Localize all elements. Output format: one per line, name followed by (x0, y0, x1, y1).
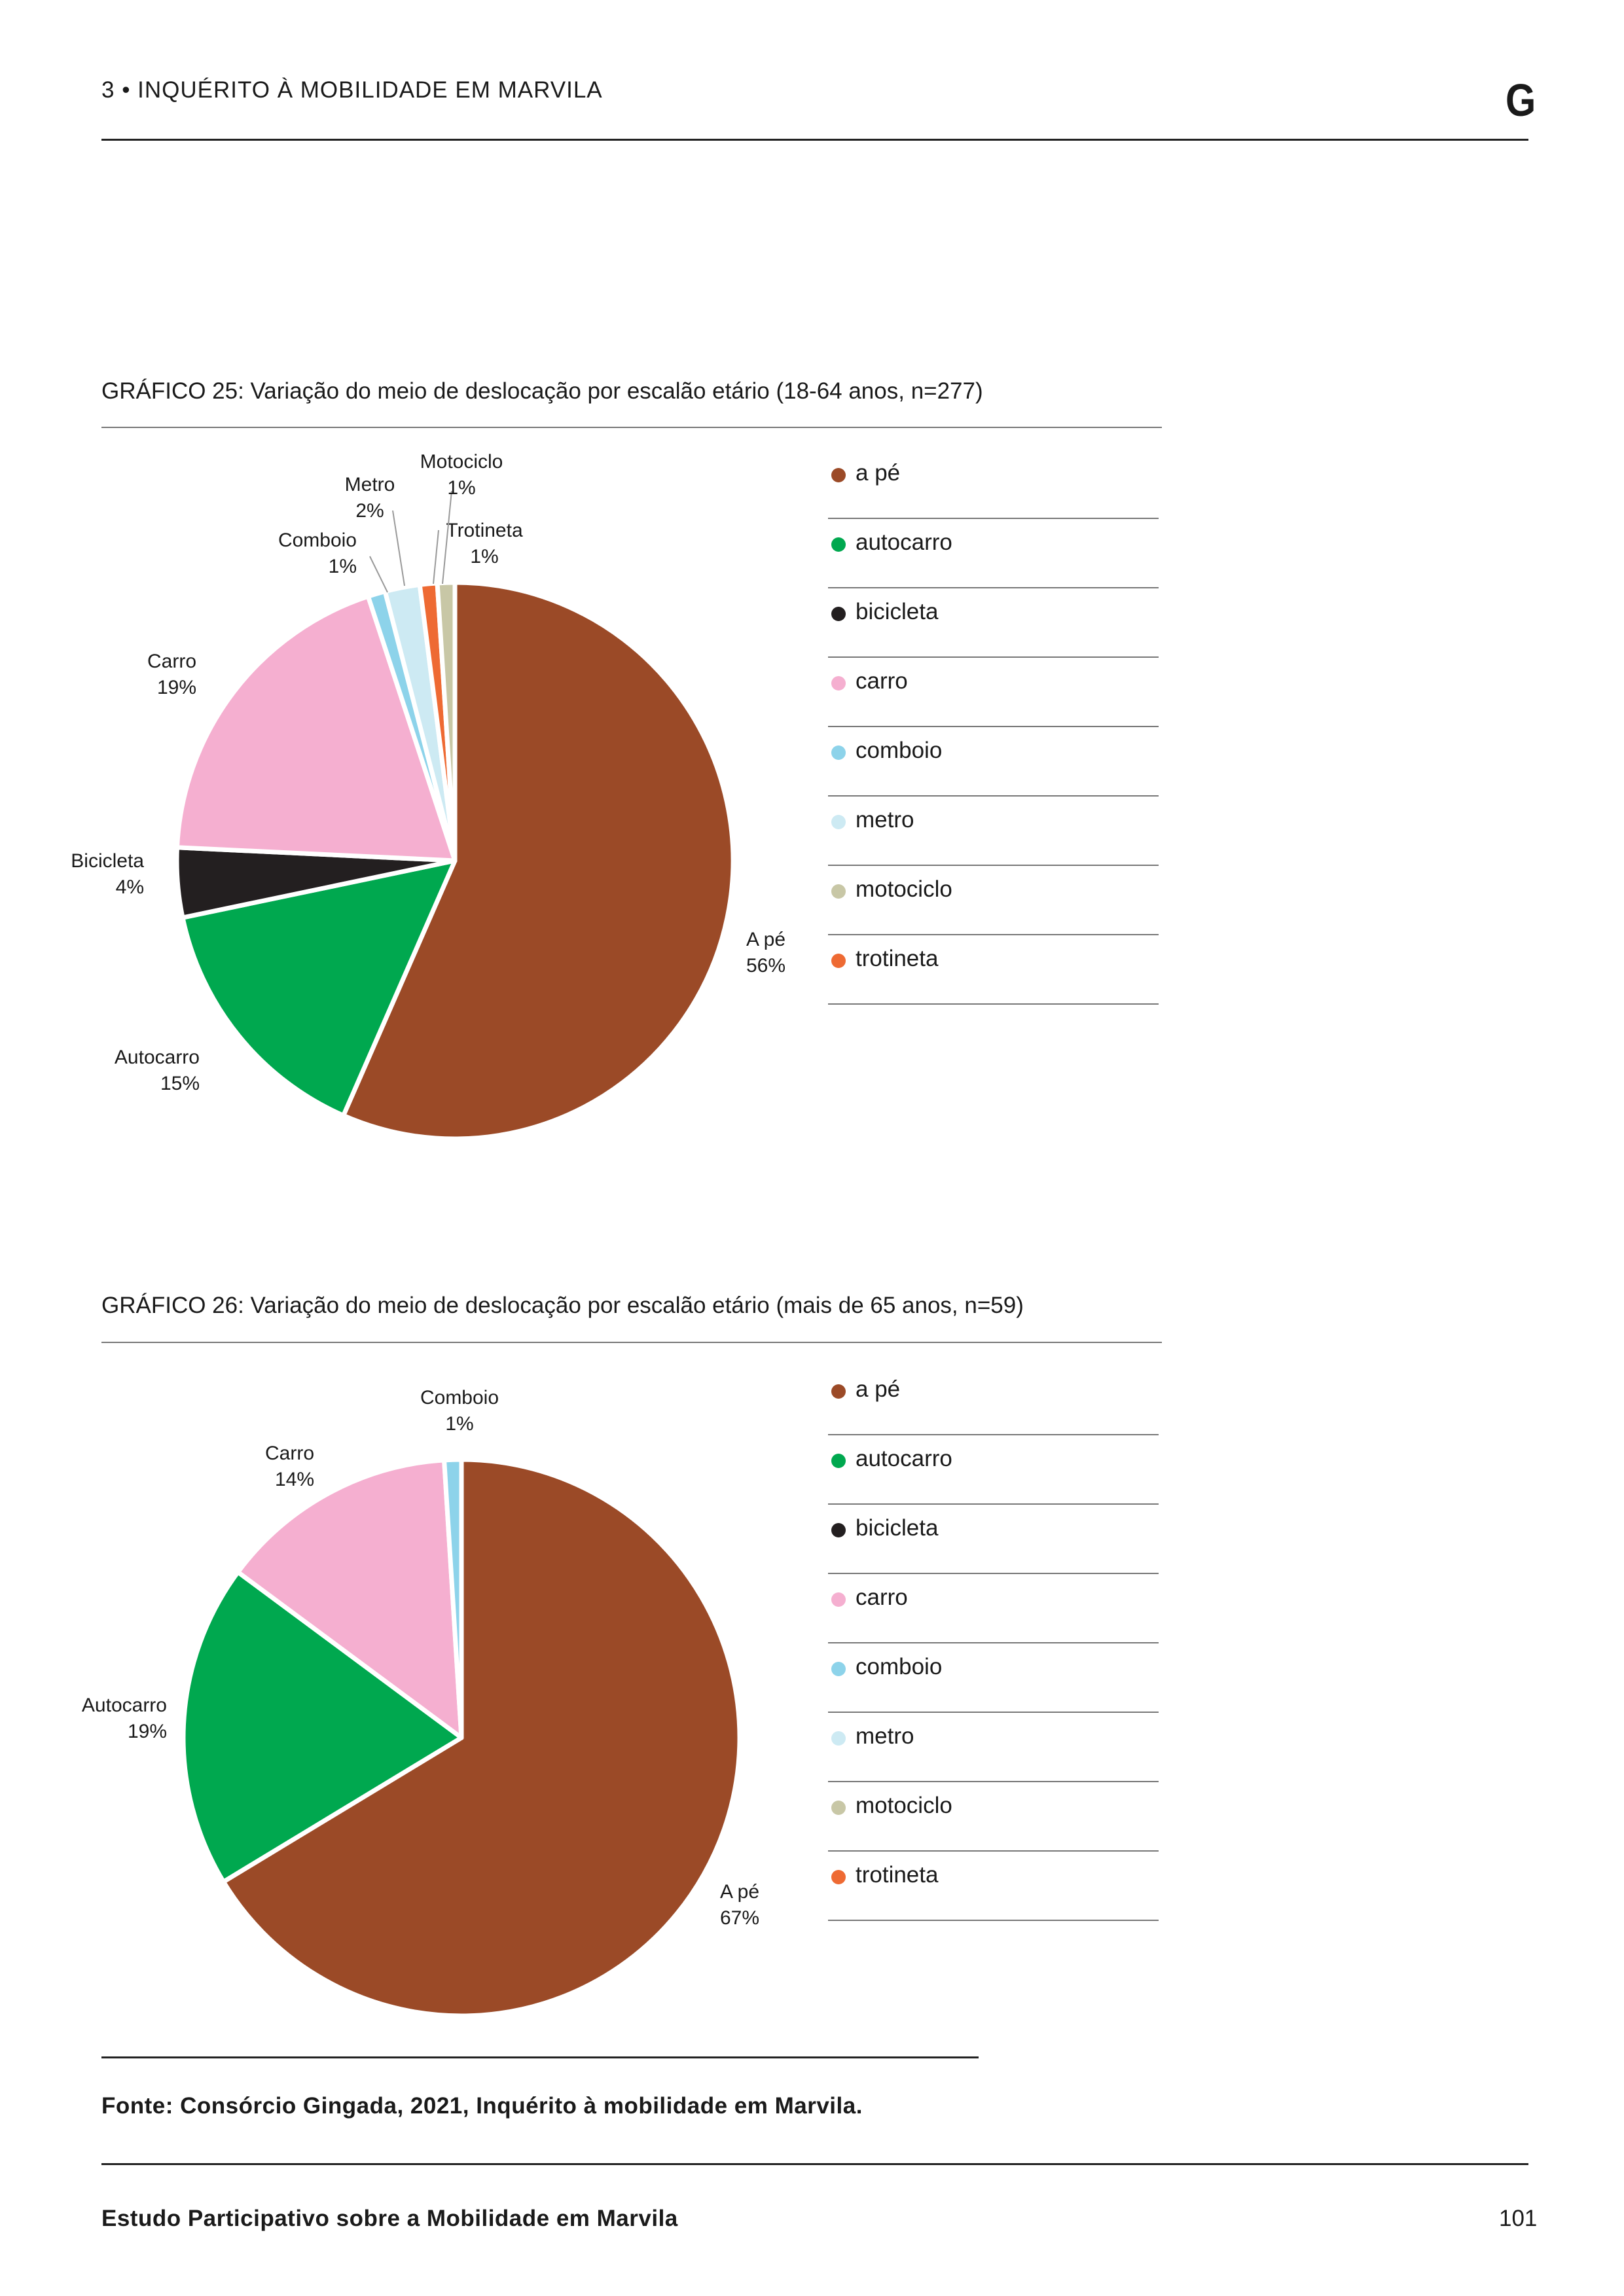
legend-swatch-icon (831, 1523, 846, 1537)
chart-26-legend-item-bicicleta: bicicleta (828, 1503, 1159, 1574)
legend-swatch-icon (831, 1384, 846, 1399)
chart-25-label-bicicleta: Bicicleta (71, 850, 144, 872)
footer-rule (101, 2163, 1528, 2165)
chart-25-value-motociclo: 1% (447, 477, 475, 499)
chart-26-title: GRÁFICO 26: Variação do meio de deslocaç… (101, 1293, 1024, 1318)
chart-25-label-carro: Carro (147, 651, 196, 672)
legend-swatch-icon (831, 745, 846, 760)
chart-25-label-metro: Metro (345, 474, 395, 495)
chart-25-value-metro: 2% (355, 500, 384, 522)
legend-swatch-icon (831, 1801, 846, 1815)
footer-title: Estudo Participativo sobre a Mobilidade … (101, 2206, 678, 2231)
chart-26-legend-item-trotineta: trotineta (828, 1850, 1159, 1921)
chart-25-label-autocarro: Autocarro (115, 1047, 200, 1068)
legend-label: trotineta (856, 946, 939, 971)
chart-25-value-comboio: 1% (329, 556, 357, 577)
legend-label: bicicleta (856, 1515, 939, 1541)
legend-label: motociclo (856, 876, 952, 902)
header-rule (101, 139, 1528, 141)
chart-25-legend-item-a-pe: a pé (828, 448, 1159, 519)
chart-26-legend-item-metro: metro (828, 1712, 1159, 1782)
legend-swatch-icon (831, 676, 846, 691)
chart-26-slice-comboio (442, 1457, 464, 1740)
chart-25-title-rule (101, 427, 1162, 428)
chart-26-legend-item-a-pe: a pé (828, 1365, 1159, 1435)
legend-swatch-icon (831, 884, 846, 899)
legend-swatch-icon (831, 1454, 846, 1468)
chart-26-label-a-pe: A pé (720, 1881, 759, 1903)
source-note: Fonte: Consórcio Gingada, 2021, Inquérit… (101, 2093, 863, 2119)
chart-26-slice-carro (236, 1458, 464, 1740)
chart-25-slice-autocarro (180, 858, 458, 1118)
chart-25-value-a-pe: 56% (746, 955, 785, 977)
chart-25-legend-item-motociclo: motociclo (828, 865, 1159, 935)
legend-label: a pé (856, 460, 901, 486)
chart-26-label-autocarro: Autocarro (82, 1695, 167, 1716)
chart-25-legend-item-metro: metro (828, 795, 1159, 866)
legend-swatch-icon (831, 1662, 846, 1676)
legend-label: carro (856, 668, 908, 694)
legend-label: comboio (856, 1654, 943, 1679)
chart-26-value-autocarro: 19% (128, 1721, 167, 1742)
chart-25-pie: A pé 56% Autocarro 15% Bicicleta 4% Carro 19% Co… (71, 451, 785, 1141)
brand-logo: G (1506, 75, 1536, 126)
legend-swatch-icon (831, 537, 846, 552)
chart-25-slice-a-pe (341, 580, 736, 1141)
chart-25-legend-item-comboio: comboio (828, 726, 1159, 797)
chart-26-legend-item-comboio: comboio (828, 1642, 1159, 1713)
page-number: 101 (1499, 2206, 1538, 2231)
chart-25-leader-comboio (369, 556, 388, 593)
chart-26-label-carro: Carro (265, 1443, 314, 1464)
legend-label: autocarro (856, 1446, 952, 1471)
legend-label: motociclo (856, 1793, 952, 1818)
chart-25-label-motociclo: Motociclo (420, 451, 503, 473)
chart-26-value-comboio: 1% (445, 1413, 473, 1435)
chart-25-leader-trotineta (433, 529, 439, 584)
legend-label: a pé (856, 1376, 901, 1402)
chart-26-value-carro: 14% (275, 1469, 314, 1490)
chart-25-slice-motociclo (435, 580, 458, 863)
chart-26-label-comboio: Comboio (420, 1387, 499, 1408)
legend-swatch-icon (831, 1731, 846, 1746)
chart-26-slice-autocarro (181, 1570, 464, 1884)
legend-label: metro (856, 807, 914, 833)
chart-26-title-rule (101, 1342, 1162, 1343)
legend-label: metro (856, 1723, 914, 1749)
chart-25-slice-carro (174, 594, 458, 863)
chart-25-legend-item-trotineta: trotineta (828, 934, 1159, 1005)
chart-25-legend-item-bicicleta: bicicleta (828, 587, 1159, 658)
legend-swatch-icon (831, 468, 846, 482)
chart-25-label-comboio: Comboio (278, 529, 357, 551)
legend-label: autocarro (856, 529, 952, 555)
legend-label: trotineta (856, 1862, 939, 1888)
legend-swatch-icon (831, 954, 846, 968)
chart-25-title: GRÁFICO 25: Variação do meio de deslocaç… (101, 378, 983, 404)
chart-26-legend-item-carro: carro (828, 1573, 1159, 1643)
chart-26-legend-item-motociclo: motociclo (828, 1781, 1159, 1852)
legend-label: carro (856, 1585, 908, 1610)
chart-25-label-a-pe: A pé (746, 929, 785, 950)
chart-25-legend-item-autocarro: autocarro (828, 518, 1159, 588)
legend-label: bicicleta (856, 599, 939, 624)
chart-25-value-trotineta: 1% (470, 546, 498, 567)
chart-26-pie: A pé 67% Autocarro 19% Carro 14% Comboio 1% (82, 1387, 759, 2018)
chart-25-value-bicicleta: 4% (116, 876, 144, 898)
chart-25-value-carro: 19% (157, 677, 196, 698)
section-title: 3 • INQUÉRITO À MOBILIDADE EM MARVILA (101, 77, 603, 103)
chart-25-value-autocarro: 15% (160, 1073, 200, 1094)
chart-26-value-a-pe: 67% (720, 1907, 759, 1929)
legend-swatch-icon (831, 1870, 846, 1884)
chart-25-legend-item-carro: carro (828, 656, 1159, 727)
source-rule (101, 2056, 979, 2058)
chart-26-legend-item-autocarro: autocarro (828, 1434, 1159, 1505)
legend-label: comboio (856, 738, 943, 763)
chart-26-slice-a-pe (221, 1457, 742, 2018)
chart-25-label-trotineta: Trotineta (446, 520, 523, 541)
chart-25-leader-metro (392, 510, 405, 586)
chart-25-leader-motociclo (442, 490, 452, 584)
legend-swatch-icon (831, 607, 846, 621)
legend-swatch-icon (831, 1592, 846, 1607)
legend-swatch-icon (831, 815, 846, 829)
